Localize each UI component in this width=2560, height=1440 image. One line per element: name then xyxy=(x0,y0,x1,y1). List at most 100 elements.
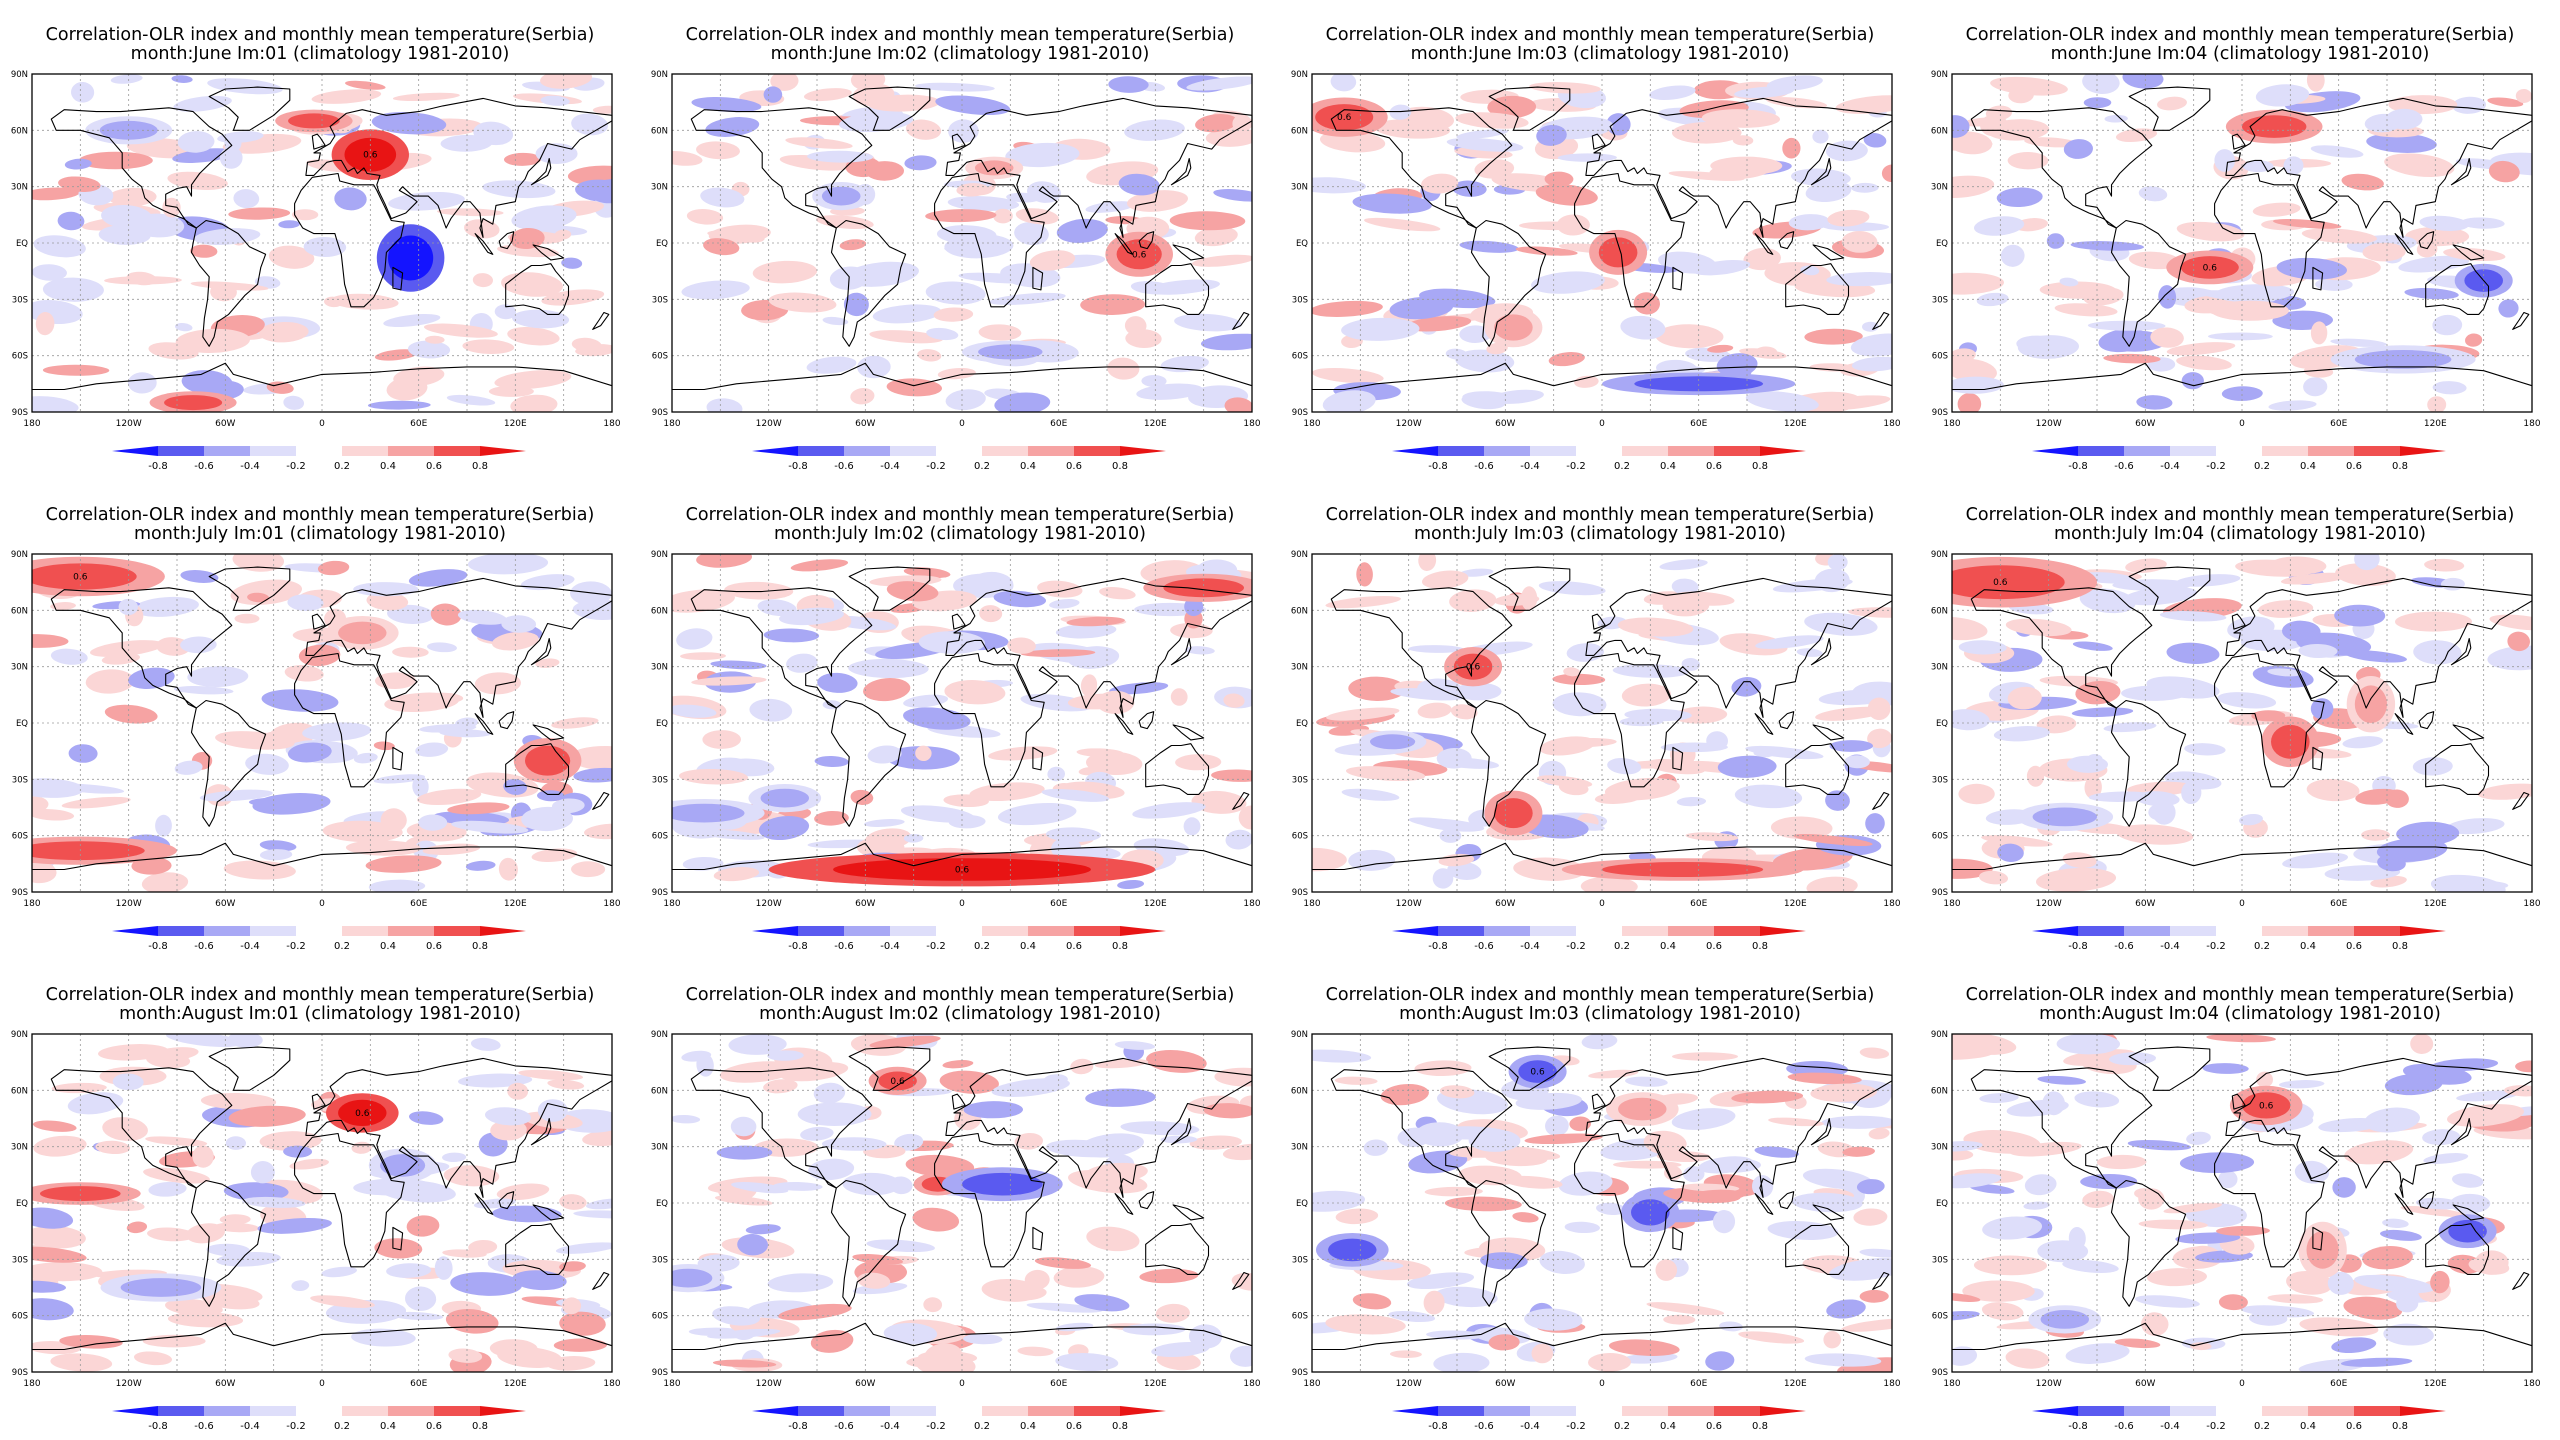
coastline-new-guinea xyxy=(1172,724,1205,741)
correlation-patch xyxy=(2452,96,2487,114)
correlation-patch xyxy=(1130,281,1174,295)
lat-tick-label: 90N xyxy=(1931,550,1948,560)
panel-title: Correlation-OLR index and monthly mean t… xyxy=(1325,985,1875,1005)
correlation-patch xyxy=(817,672,858,693)
coastline-australia xyxy=(1145,743,1210,795)
correlation-patch xyxy=(1326,707,1400,721)
correlation-patch xyxy=(108,187,157,207)
correlation-patch xyxy=(2070,241,2144,251)
correlation-patch xyxy=(1417,702,1452,719)
correlation-patch xyxy=(573,1210,612,1219)
correlation-patch xyxy=(1719,633,1788,656)
coastline-new-guinea xyxy=(532,1204,565,1221)
lat-tick-label: 90N xyxy=(1931,1030,1948,1040)
correlation-patch xyxy=(1474,159,1515,179)
correlation-patch xyxy=(2280,572,2350,585)
correlation-patch xyxy=(33,1135,87,1157)
coastline-japan xyxy=(530,637,552,666)
correlation-patch xyxy=(1613,1160,1682,1169)
correlation-patch xyxy=(1996,187,2043,208)
correlation-patch xyxy=(903,833,924,843)
correlation-patch xyxy=(457,609,507,625)
map-panel: Correlation-OLR index and monthly mean t… xyxy=(0,480,640,960)
panel-title-block: Correlation-OLR index and monthly mean t… xyxy=(0,506,640,544)
lon-tick-label: 0 xyxy=(1599,1379,1605,1389)
lon-tick-label: 180 xyxy=(1943,899,1960,909)
colorbar-segment xyxy=(2354,446,2400,456)
correlation-patch xyxy=(1738,1331,1805,1344)
contour-label: 0.6 xyxy=(355,1109,370,1119)
coastline-japan xyxy=(530,1117,552,1146)
correlation-patch xyxy=(1607,758,1642,775)
correlation-patch xyxy=(1055,623,1117,639)
shading-layer xyxy=(32,74,612,412)
correlation-patch xyxy=(1952,1037,1997,1052)
coastline-new-zealand xyxy=(2512,1271,2530,1290)
lon-tick-label: 120W xyxy=(2036,1379,2062,1389)
colorbar-tick-label: -0.2 xyxy=(926,1421,946,1432)
correlation-patch xyxy=(473,121,514,146)
colorbar-arrow-low xyxy=(2032,1406,2078,1416)
correlation-patch xyxy=(1952,358,1997,383)
correlation-patch xyxy=(1312,1190,1366,1212)
correlation-patch xyxy=(1671,578,1699,595)
correlation-feature xyxy=(40,1186,121,1202)
correlation-patch xyxy=(1649,85,1696,101)
correlation-patch xyxy=(392,92,460,102)
correlation-patch xyxy=(110,74,143,84)
colorbar-tick-label: -0.2 xyxy=(1566,1421,1586,1432)
correlation-patch xyxy=(1862,321,1879,332)
correlation-patch xyxy=(165,1299,223,1316)
correlation-patch xyxy=(1094,1058,1149,1069)
correlation-patch xyxy=(2062,852,2097,869)
correlation-patch xyxy=(2432,381,2467,395)
correlation-patch xyxy=(496,1183,550,1201)
coastline-new-guinea xyxy=(1812,244,1845,261)
correlation-patch xyxy=(1563,667,1581,677)
lon-tick-label: 180 xyxy=(2523,899,2540,909)
lat-tick-label: 30S xyxy=(1932,1255,1948,1265)
correlation-patch xyxy=(1973,216,2025,236)
correlation-patch xyxy=(258,321,309,343)
correlation-patch xyxy=(1084,1162,1148,1183)
lat-tick-label: 90S xyxy=(1932,1368,1948,1378)
correlation-patch xyxy=(1796,648,1823,657)
colorbar-segment xyxy=(2078,1406,2124,1416)
correlation-patch xyxy=(206,1243,250,1257)
correlation-patch xyxy=(710,660,767,670)
lon-tick-label: 180 xyxy=(23,419,40,429)
correlation-patch xyxy=(174,760,203,775)
correlation-patch xyxy=(800,1126,834,1141)
correlation-patch xyxy=(2396,1294,2419,1313)
correlation-patch xyxy=(247,592,270,603)
correlation-patch xyxy=(1844,755,1870,769)
correlation-patch xyxy=(64,158,92,170)
correlation-patch xyxy=(1952,858,1993,879)
colorbar-segment xyxy=(2262,446,2308,456)
correlation-patch xyxy=(173,95,232,112)
coastline-japan xyxy=(1810,157,1832,186)
lat-tick-label: 90S xyxy=(1932,408,1948,418)
correlation-patch xyxy=(933,307,974,322)
correlation-patch xyxy=(935,95,1011,116)
correlation-patch xyxy=(770,74,799,91)
correlation-patch xyxy=(1380,1084,1429,1106)
correlation-patch xyxy=(491,631,539,651)
colorbar-segment xyxy=(388,1406,434,1416)
lat-tick-label: 30S xyxy=(12,295,28,305)
correlation-patch xyxy=(1203,1103,1252,1119)
correlation-patch xyxy=(2116,824,2194,845)
correlation-patch xyxy=(2299,1317,2379,1337)
colorbar-tick-label: -0.6 xyxy=(834,941,854,952)
coastline-north-america xyxy=(50,587,233,709)
coastline-south-america xyxy=(2110,219,2187,347)
correlation-feature xyxy=(338,1099,387,1126)
shading-layer xyxy=(672,1034,1252,1372)
correlation-patch xyxy=(912,1207,960,1232)
correlation-patch xyxy=(2376,838,2448,862)
coastline-new-guinea xyxy=(1812,724,1845,741)
coastline-madagascar xyxy=(2312,266,2324,291)
coastline-madagascar xyxy=(1032,266,1044,291)
correlation-patch xyxy=(2221,386,2263,401)
correlation-patch xyxy=(850,388,875,405)
